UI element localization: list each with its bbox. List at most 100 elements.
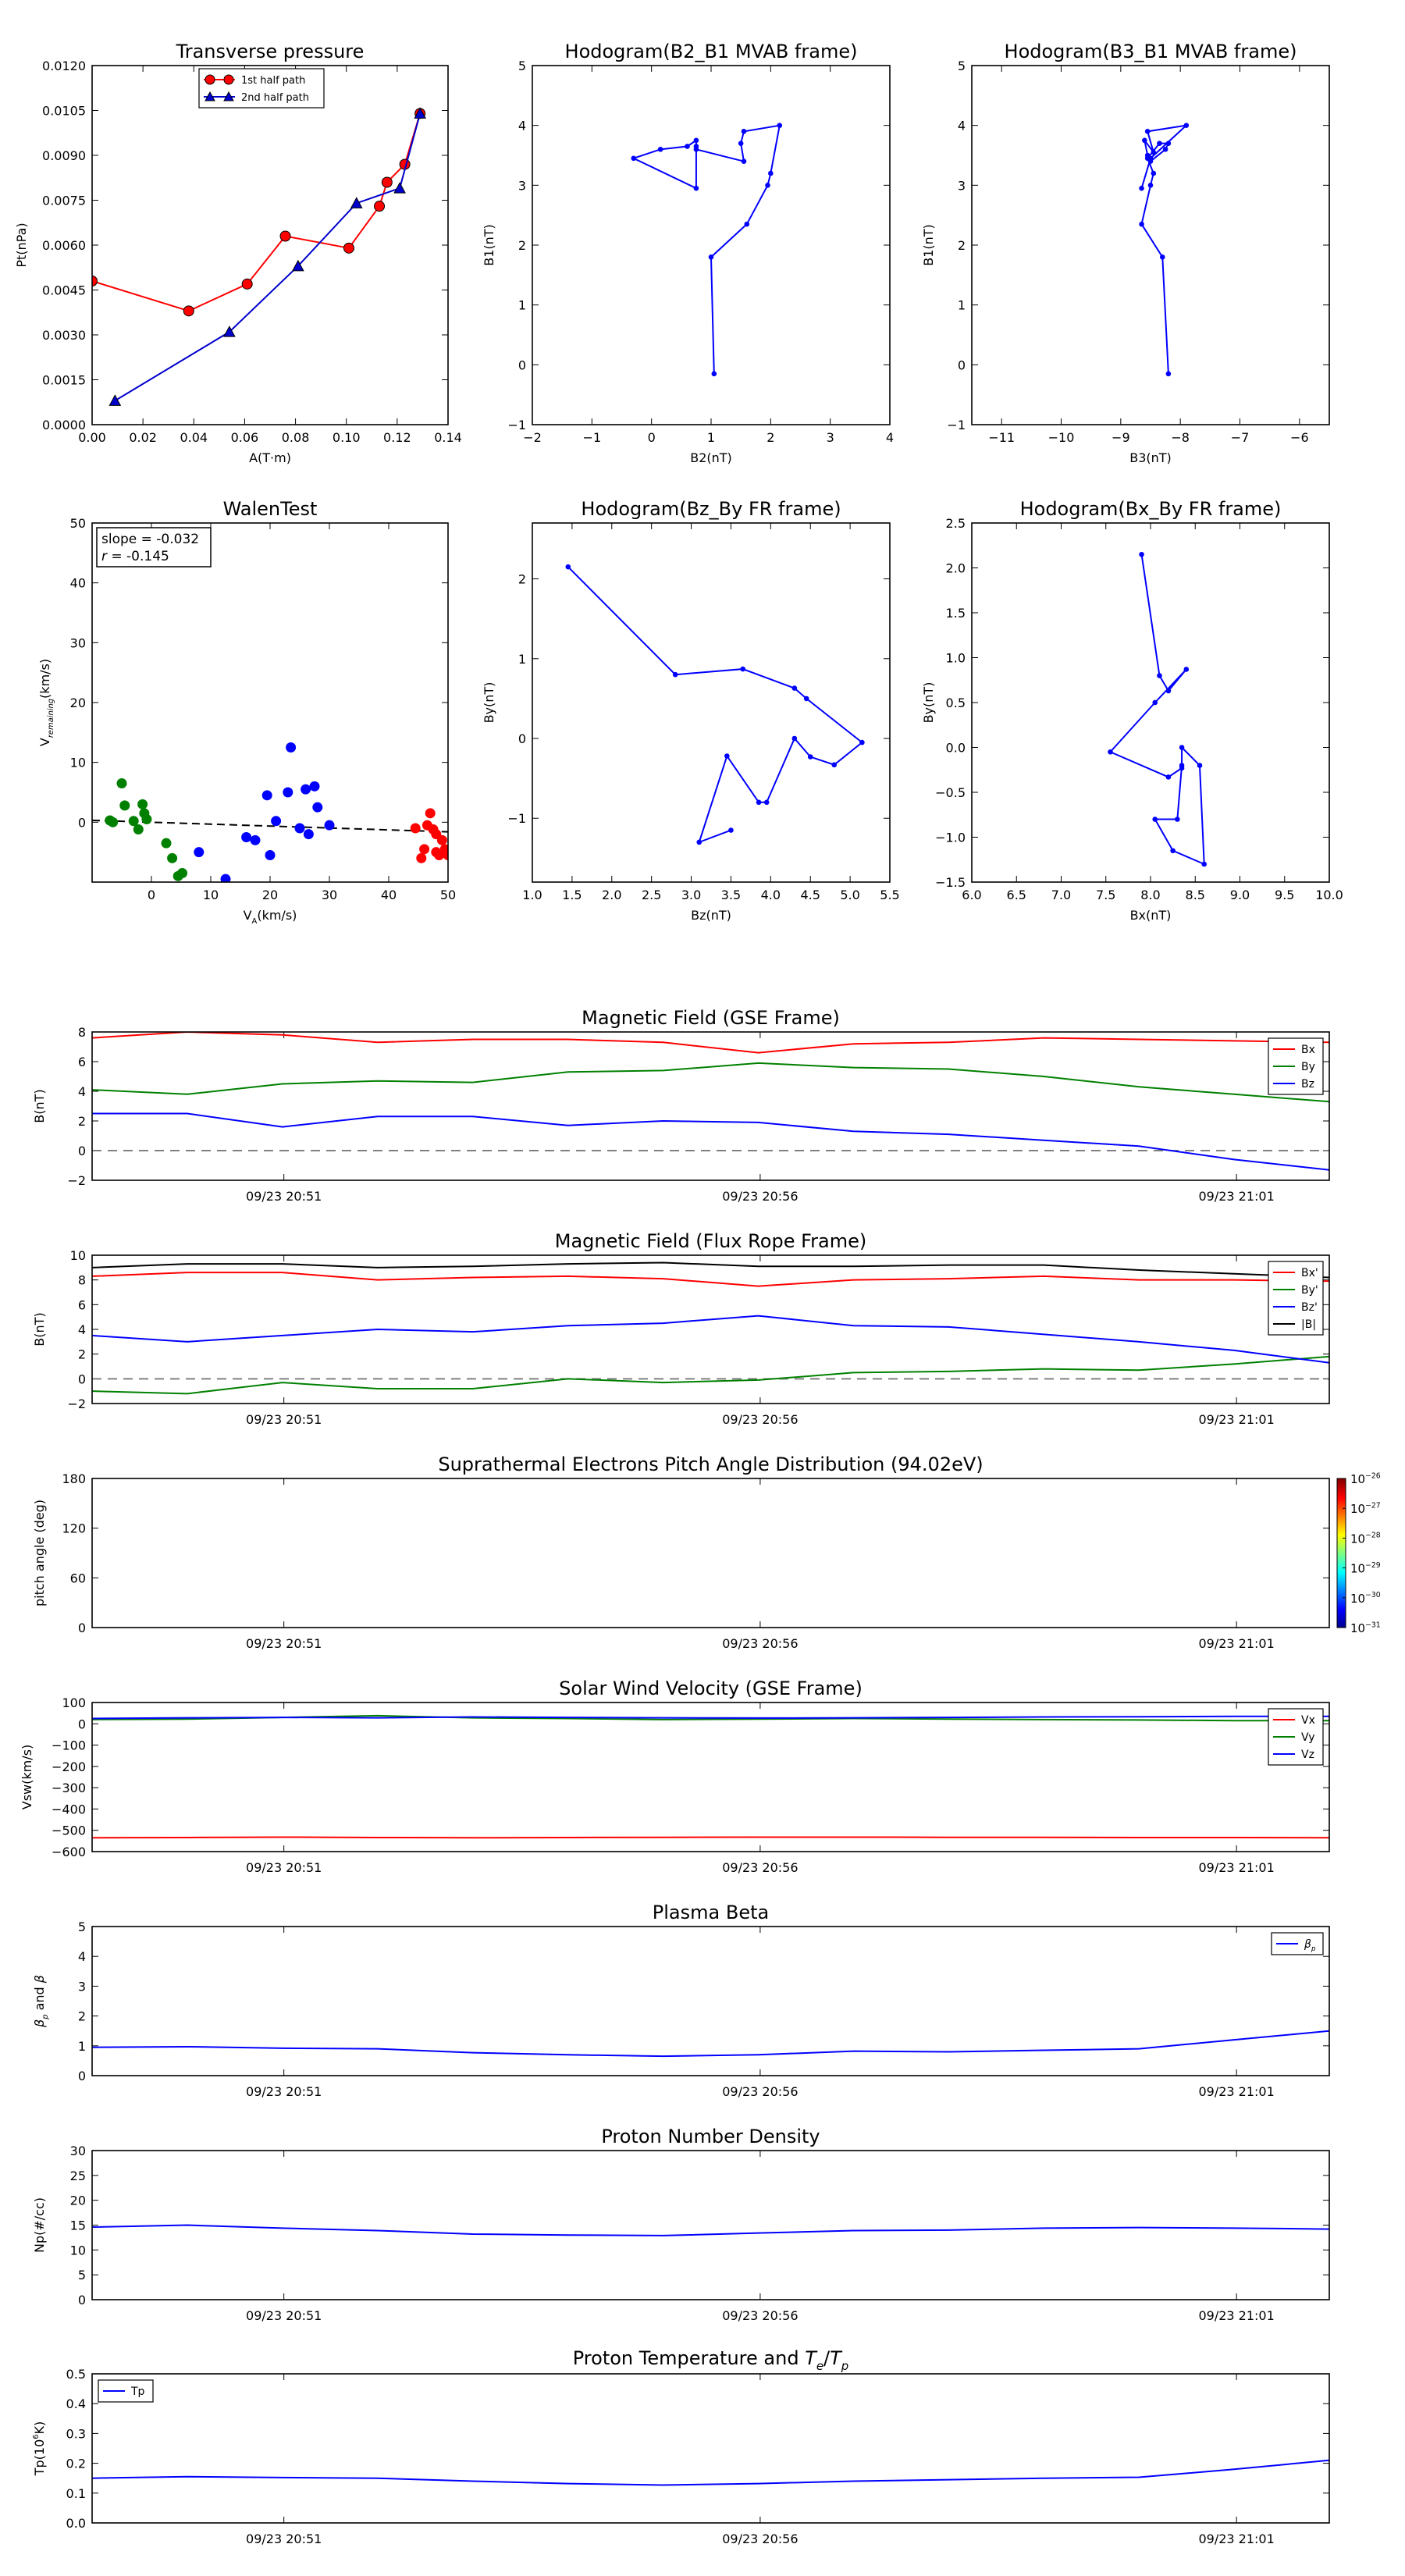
data-point	[672, 671, 678, 678]
x-tick-label: 5.5	[880, 888, 899, 902]
data-point	[696, 839, 702, 845]
data-point	[374, 201, 386, 212]
data-point	[261, 790, 272, 801]
data-point	[223, 326, 236, 337]
data-point	[741, 158, 747, 164]
data-point	[711, 371, 717, 377]
time-tick-label: 09/23 20:51	[246, 1189, 322, 1204]
y-tick-label: 20	[70, 2194, 86, 2208]
legend-label: 1st half path	[241, 75, 305, 87]
data-point	[708, 254, 714, 260]
data-point	[309, 781, 320, 792]
data-point	[116, 778, 127, 788]
data-point	[141, 814, 152, 824]
annotation-r: r = -0.145	[101, 549, 169, 564]
colorbar	[1336, 1478, 1346, 1628]
y-tick-label: 15	[70, 2218, 86, 2233]
data-point	[312, 802, 323, 813]
time-tick-label: 09/23 20:56	[722, 2532, 798, 2546]
data-point	[161, 838, 172, 849]
y-tick-label: 4	[78, 1084, 86, 1099]
y-tick-label: 120	[62, 1521, 86, 1536]
x-tick-label: 2.5	[642, 888, 661, 902]
data-point	[744, 221, 750, 227]
x-tick-label: 6.0	[962, 888, 981, 902]
chart-proton_temperature: Proton Temperature and Te/Tp Tp(106K) 0.0 0…	[32, 2347, 1330, 2546]
y-axis-label: B1(nT)	[921, 224, 936, 266]
y-tick-label: 0	[78, 2069, 86, 2083]
plot-frame	[532, 65, 891, 425]
chart-title: Proton Temperature and Te/Tp	[573, 2347, 849, 2373]
y-tick-label: 8	[78, 1025, 86, 1040]
y-tick-label: 0.4	[66, 2396, 86, 2411]
data-point	[1201, 861, 1207, 867]
time-tick-label: 09/23 21:01	[1198, 2084, 1274, 2099]
data-point	[436, 834, 447, 845]
y-tick-label: 0	[78, 1621, 86, 1635]
y-tick-label: 2	[958, 238, 966, 253]
data-point	[133, 824, 144, 835]
plot-frame	[91, 65, 449, 425]
chart-title: Magnetic Field (GSE Frame)	[582, 1007, 840, 1029]
colorbar-tick-label: 10−27	[1350, 1501, 1381, 1516]
data-point	[1152, 817, 1158, 822]
data-point	[283, 787, 293, 798]
data-point	[414, 107, 427, 119]
chart-pitch_angle: Suprathermal Electrons Pitch Angle Distr…	[32, 1453, 1381, 1651]
y-tick-label: 60	[70, 1571, 86, 1585]
y-tick-label: 50	[70, 516, 86, 531]
data-point	[137, 799, 148, 809]
y-tick-label: −2	[67, 1173, 86, 1188]
x-tick-label: 8.0	[1140, 888, 1160, 902]
data-point	[831, 762, 838, 768]
y-tick-label: 0.3	[66, 2426, 86, 2441]
legend-marker	[223, 74, 234, 85]
data-point	[657, 147, 663, 152]
x-tick-label: 2	[767, 430, 774, 445]
y-axis-label: By(nT)	[921, 682, 936, 724]
series-line	[567, 566, 863, 844]
data-point	[119, 800, 130, 811]
time-tick-label: 09/23 20:51	[246, 2308, 322, 2323]
chart-title: Hodogram(Bx_By FR frame)	[1020, 498, 1282, 520]
chart-title: Hodogram(B3_B1 MVAB frame)	[1005, 41, 1297, 62]
time-tick-label: 09/23 20:56	[722, 2308, 798, 2323]
y-tick-label: −2	[67, 1397, 86, 1411]
x-tick-label: 9.5	[1275, 888, 1294, 902]
y-tick-label: 10	[70, 756, 86, 770]
data-point	[1139, 221, 1144, 227]
data-point	[393, 182, 406, 194]
plot-frame	[91, 1254, 1330, 1404]
legend-label: By'	[1301, 1284, 1318, 1297]
legend-label: Vy	[1301, 1731, 1315, 1744]
y-tick-label: 0	[78, 815, 86, 830]
x-tick-label: 9.0	[1230, 888, 1250, 902]
x-tick-label: 2.0	[602, 888, 621, 902]
x-tick-label: 3	[827, 430, 834, 445]
x-tick-label: 0.06	[231, 430, 259, 445]
data-point	[419, 844, 430, 855]
series-line-Bx	[92, 1272, 1329, 1287]
legend-marker	[205, 91, 215, 101]
plot-frame	[971, 522, 1330, 883]
plot-area	[92, 1032, 1329, 1171]
time-tick-label: 09/23 20:51	[246, 1860, 322, 1875]
chart-proton_density: Proton Number Density Np(#/cc) 0 5 10 15 20 25 3…	[32, 2126, 1330, 2323]
x-tick-label: 40	[381, 888, 397, 902]
legend: 1st half path 2nd half path	[198, 68, 325, 109]
time-tick-label: 09/23 20:56	[722, 1636, 798, 1651]
fit-line	[92, 819, 448, 833]
data-point	[194, 847, 205, 858]
data-point	[1165, 688, 1172, 694]
data-point	[693, 144, 699, 149]
data-point	[279, 230, 291, 242]
y-tick-label: 4	[78, 1949, 86, 1964]
data-point	[1197, 763, 1203, 768]
plot-frame	[91, 2150, 1330, 2300]
x-axis-label: A(T·m)	[249, 450, 291, 465]
data-point	[183, 305, 194, 317]
x-tick-label: 4	[886, 430, 894, 445]
data-point	[416, 852, 427, 863]
data-point	[301, 784, 311, 795]
data-point	[1183, 123, 1190, 128]
